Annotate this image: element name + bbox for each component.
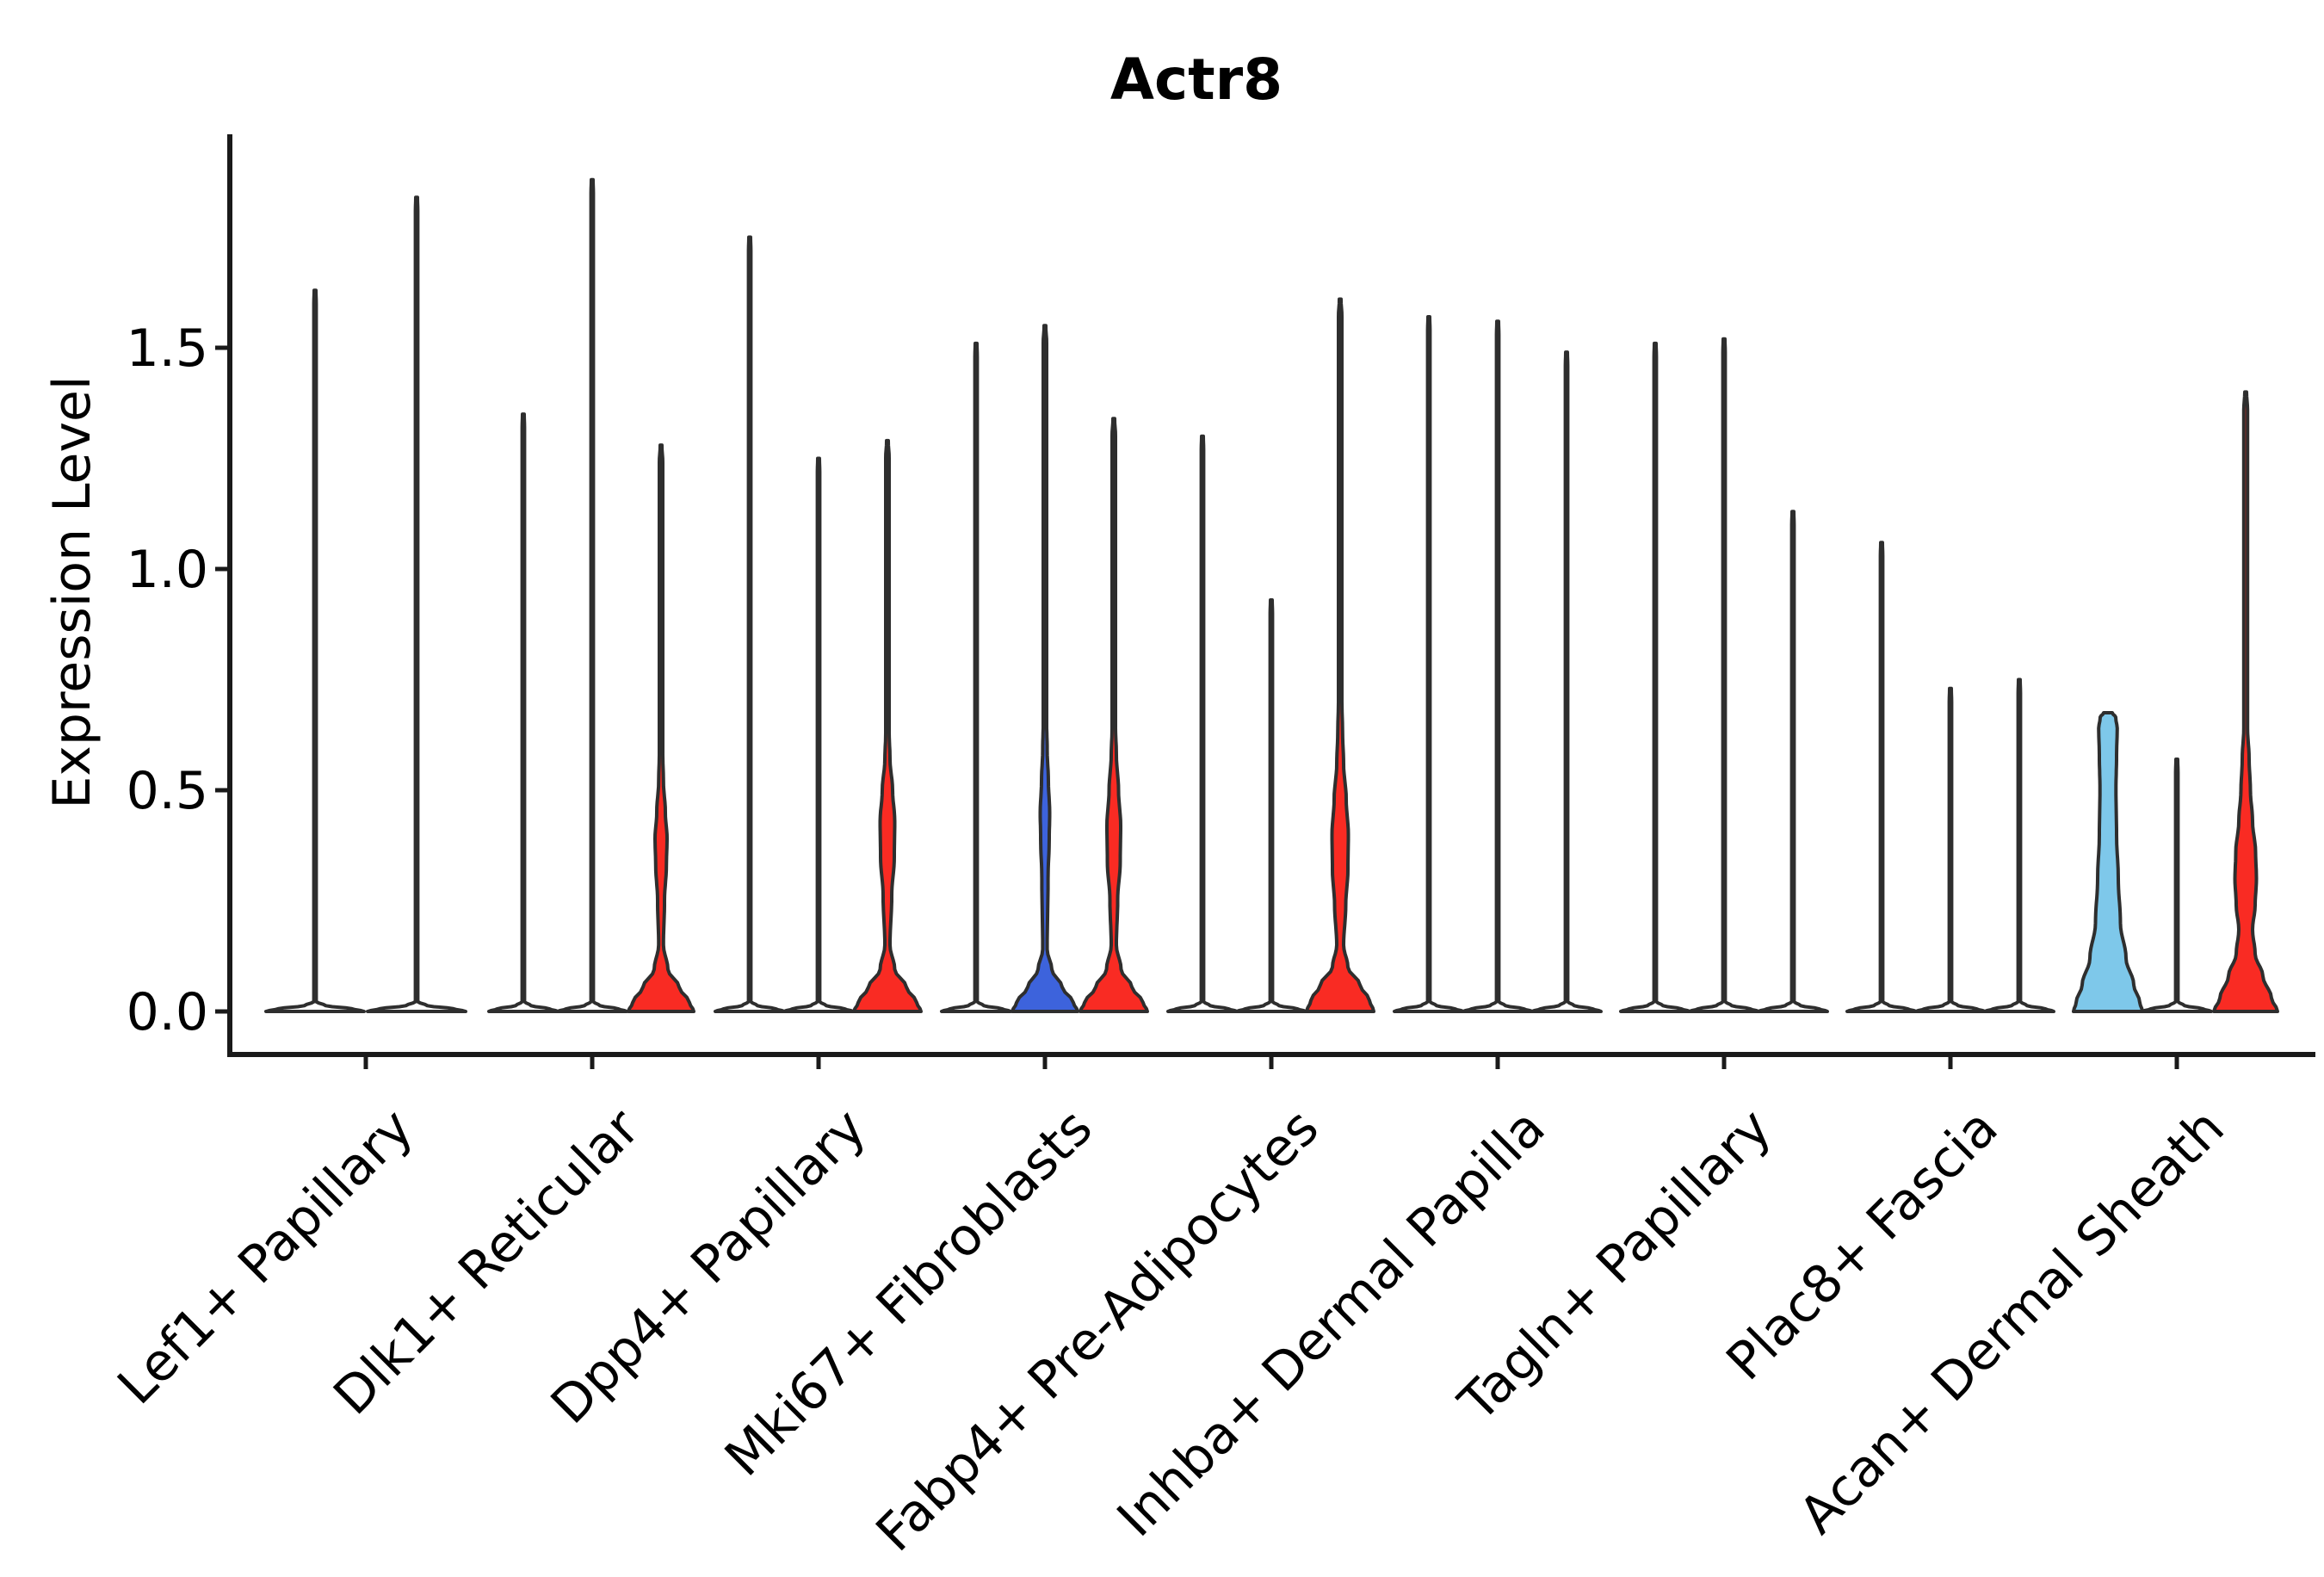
violin-7-1 [1914,686,1987,1013]
violin-0-1 [366,195,467,1013]
x-tick-label: Mki67+ Fibroblasts [714,1098,1104,1488]
y-tick-label: 1.5 [127,318,208,379]
violin-6-1 [1688,337,1760,1013]
violin-5-0 [1393,315,1465,1013]
violin-5-1 [1462,319,1534,1013]
chart-title: Actr8 [1110,46,1283,113]
violin-plot-figure: 0.0 0.5 1.0 1.5 Lef1+ Papillary Dlk1+ Reticul… [34,14,2324,1563]
violin-3-0 [940,341,1012,1013]
violin-4-0 [1166,434,1239,1013]
violin-7-2 [1983,677,2055,1013]
violin-8-1 [2141,758,2213,1013]
violin-3-2 [1079,417,1149,1013]
violin-0-0 [264,288,366,1013]
category-group [714,235,923,1013]
category-group [2072,390,2279,1013]
violins-layer [264,177,2279,1013]
violin-1-0 [487,412,559,1013]
y-tick-label: 0.0 [127,982,208,1042]
y-tick-label: 0.5 [127,761,208,821]
category-group [1845,541,2055,1013]
violin-8-2 [2212,390,2279,1013]
violin-6-2 [1757,510,1829,1013]
x-tick-label: Fabp4+ Pre-Adipocytes [865,1098,1331,1563]
violin-4-1 [1235,598,1307,1013]
violin-2-0 [714,235,786,1013]
violin-6-0 [1619,341,1691,1013]
category-group [264,195,467,1013]
category-group [940,324,1149,1013]
violin-2-1 [782,456,855,1013]
violin-5-2 [1530,350,1603,1013]
category-group [1166,297,1375,1013]
category-group [1393,315,1603,1013]
y-axis-label: Expression Level [42,375,102,808]
x-tick-label: Inhba+ Dermal Papilla [1106,1098,1557,1549]
violin-1-2 [627,443,695,1013]
x-tick-label: Acan+ Dermal Sheath [1788,1098,2236,1546]
y-tick-label: 1.0 [127,540,208,600]
violin-8-0 [2072,711,2144,1013]
category-group [487,177,695,1013]
violin-1-1 [556,177,628,1013]
violin-3-1 [1011,324,1079,1013]
violin-7-0 [1845,541,1918,1013]
violin-2-2 [852,438,923,1013]
category-group [1619,337,1829,1013]
violin-4-2 [1305,297,1375,1013]
